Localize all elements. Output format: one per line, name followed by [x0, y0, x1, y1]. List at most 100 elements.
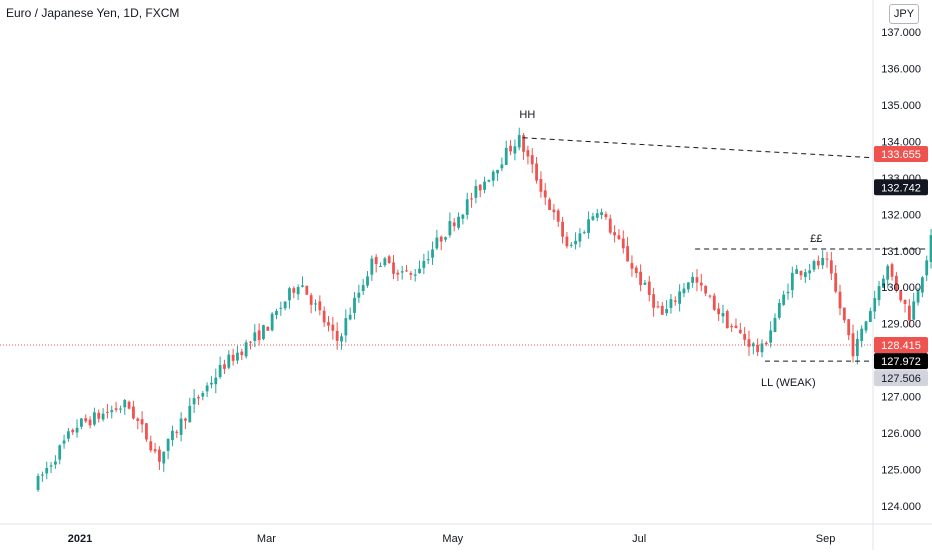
candle-body — [36, 475, 40, 490]
candle-body — [756, 344, 760, 353]
candle-body — [487, 180, 491, 182]
candle-body — [626, 246, 630, 262]
candle-body — [331, 324, 335, 331]
label-ll-weak: LL (WEAK) — [761, 377, 816, 389]
trendline[interactable] — [522, 137, 874, 159]
price-label: 132.742 — [881, 182, 921, 194]
candle-body — [652, 294, 656, 308]
candle-body — [747, 339, 751, 347]
candle-body — [340, 336, 343, 342]
candle-body — [552, 209, 556, 213]
candle-body — [569, 244, 573, 246]
candle-body — [608, 218, 612, 233]
candle-body — [301, 285, 304, 287]
y-tick-label: 129.000 — [881, 319, 921, 331]
y-tick-label: 134.000 — [881, 136, 921, 148]
candle-body — [730, 326, 734, 328]
y-tick-label: 130.000 — [881, 282, 921, 294]
candle-body — [587, 219, 590, 233]
candle-body — [175, 431, 179, 433]
candle-body — [166, 438, 170, 451]
candle-body — [894, 275, 898, 290]
candle-body — [764, 342, 768, 345]
candle-body — [93, 412, 96, 425]
candle-body — [383, 258, 387, 266]
candle-body — [513, 146, 517, 154]
candle-body — [634, 267, 638, 274]
candle-body — [795, 269, 799, 274]
candle-body — [210, 382, 213, 385]
candle-body — [760, 343, 764, 353]
candle-body — [45, 468, 49, 474]
label-pounds: ££ — [810, 233, 822, 245]
candle-body — [799, 270, 803, 276]
candle-body — [582, 232, 586, 234]
candle-body — [240, 351, 244, 356]
candle-body — [721, 313, 725, 317]
candle-body — [110, 410, 114, 413]
candle-body — [426, 259, 430, 261]
currency-button[interactable]: JPY — [889, 4, 919, 24]
candle-body — [656, 306, 660, 308]
candle-body — [565, 236, 569, 247]
candle-body — [868, 311, 872, 322]
candle-body — [266, 326, 270, 331]
candle-body — [743, 334, 747, 340]
candle-body — [149, 441, 153, 451]
candle-body — [855, 338, 859, 357]
x-tick-label: May — [442, 533, 463, 545]
candle-body — [439, 236, 443, 242]
candle-body — [522, 135, 525, 152]
candle-body — [643, 282, 647, 285]
candle-body — [803, 272, 807, 277]
candle-body — [734, 325, 738, 329]
y-tick-label: 132.000 — [881, 209, 921, 221]
y-tick-label: 127.000 — [881, 392, 921, 404]
candle-body — [270, 313, 274, 331]
candle-body — [62, 440, 66, 444]
candle-body — [881, 278, 885, 288]
x-tick-label: Sep — [816, 533, 836, 545]
candle-body — [370, 258, 374, 275]
candle-body — [218, 364, 222, 378]
y-tick-label: 125.000 — [881, 465, 921, 477]
candle-body — [816, 260, 820, 266]
candle-body — [101, 413, 105, 420]
price-label-box — [874, 145, 928, 162]
candle-body — [461, 214, 465, 219]
candle-body — [920, 277, 924, 293]
candle-body — [348, 314, 352, 320]
candle-body — [314, 303, 317, 305]
candle-body — [548, 199, 551, 210]
candle-body — [647, 281, 651, 296]
candle-body — [708, 295, 712, 297]
candle-body — [140, 419, 144, 425]
candle-body — [387, 256, 391, 263]
candle-body — [682, 288, 686, 294]
candle-body — [864, 321, 868, 331]
candle-body — [929, 235, 932, 262]
candle-body — [75, 427, 79, 433]
candle-body — [236, 352, 239, 361]
candle-body — [660, 305, 664, 315]
candle-body — [738, 329, 742, 334]
candle-body — [305, 285, 309, 295]
candle-body — [621, 238, 625, 249]
candle-body — [106, 411, 109, 413]
candle-body — [825, 258, 829, 260]
candle-body — [145, 423, 148, 440]
candle-body — [361, 285, 365, 292]
candle-body — [639, 271, 643, 286]
candle-body — [786, 291, 790, 294]
candle-body — [227, 354, 231, 368]
candle-body — [890, 264, 894, 277]
candle-body — [322, 310, 326, 323]
candle-body — [491, 171, 495, 181]
candle-body — [695, 277, 699, 283]
candle-body — [600, 212, 603, 216]
y-tick-label: 126.000 — [881, 428, 921, 440]
price-label-box — [874, 353, 928, 370]
candle-body — [851, 333, 855, 357]
